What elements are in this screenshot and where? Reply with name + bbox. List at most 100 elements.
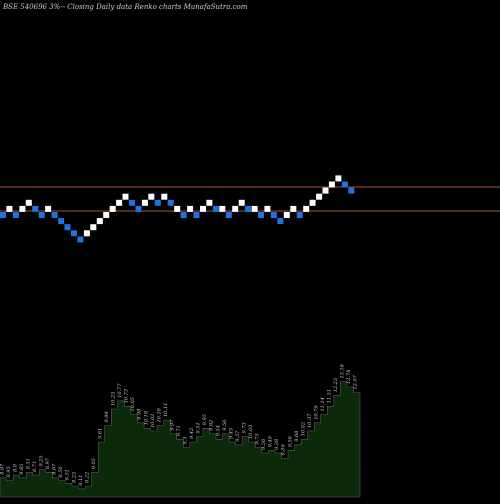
volume-label: 9.38 (274, 439, 280, 450)
renko-brick-up (109, 205, 116, 212)
renko-brick-down (270, 212, 277, 218)
renko-brick-down (225, 212, 232, 218)
volume-label: 10.03 (248, 425, 254, 439)
renko-brick-down (58, 218, 65, 225)
renko-brick-up (232, 205, 239, 212)
renko-brick-up (96, 218, 103, 225)
renko-brick-up (19, 205, 26, 212)
volume-label: 12.78 (346, 370, 352, 384)
volume-label: 10.79 (314, 405, 320, 420)
renko-brick-up (206, 199, 213, 206)
renko-brick-up (45, 205, 52, 212)
volume-label: 9.09 (281, 444, 287, 456)
renko-brick-up (200, 205, 206, 212)
volume-label: 9.54 (215, 425, 221, 436)
volume-label: 9.61 (98, 428, 104, 439)
renko-brick-up (322, 187, 329, 194)
volume-label: 9.37 (235, 430, 241, 442)
renko-brick-down (167, 199, 174, 206)
volume-label: 9.25 (39, 455, 45, 466)
renko-brick-down (212, 205, 219, 212)
volume-label: 10.25 (111, 392, 117, 406)
renko-brick-down (32, 205, 39, 212)
renko-brick-up (161, 193, 168, 200)
volume-label: 8.11 (78, 475, 84, 486)
renko-brick-up (83, 230, 90, 237)
renko-brick-down (38, 212, 45, 218)
renko-brick-down (348, 187, 355, 194)
volume-label: 8.85 (19, 464, 25, 475)
volume-label: 10.73 (124, 389, 130, 403)
volume-label: 9.56 (287, 435, 293, 447)
renko-brick-down (12, 212, 19, 218)
renko-brick-up (148, 193, 155, 200)
volume-label: 9.51 (196, 422, 202, 433)
volume-label: 13.18 (340, 364, 346, 378)
volume-label: 8.67 (52, 463, 58, 475)
renko-brick-up (316, 193, 323, 200)
renko-brick-down (51, 212, 58, 218)
volume-label: 9.56 (222, 419, 228, 431)
volume-label: 10.05 (130, 397, 136, 411)
renko-brick-up (283, 212, 290, 218)
renko-brick-up (238, 199, 245, 206)
renko-brick-up (122, 193, 129, 200)
volume-label: 9.68 (294, 431, 300, 442)
volume-label: 8.51 (26, 458, 32, 469)
renko-brick-up (219, 205, 226, 212)
volume-label: 10.02 (150, 414, 156, 428)
volume-label: 9.05 (91, 458, 97, 469)
renko-brick-up (303, 205, 310, 212)
volume-label: 10.37 (307, 413, 313, 428)
volume-label: 8.56 (58, 466, 64, 478)
renko-brick-down (193, 212, 200, 218)
volume-label: 8.95 (6, 466, 12, 477)
volume-label: 9.42 (189, 428, 195, 439)
renko-brick-down (154, 199, 161, 206)
renko-brick-down (245, 205, 252, 212)
volume-label: 8.8 (12, 464, 18, 472)
renko-brick-up (6, 205, 13, 212)
chart-title: BSE 540696 3%-- Closing Daily data Renko… (3, 3, 248, 11)
volume-label: 12.07 (353, 374, 359, 389)
renko-brick-up (187, 205, 194, 212)
renko-brick-down (71, 230, 77, 237)
volume-label: 8.51 (65, 469, 71, 480)
volume-label: 8.97 (0, 463, 5, 475)
volume-label: 9.95 (202, 414, 208, 425)
volume-label: 9.45 (228, 428, 234, 439)
renko-brick-up (141, 199, 148, 206)
volume-label: 9.56 (261, 438, 267, 450)
renko-brick-up (90, 224, 97, 231)
renko-brick-down (129, 199, 135, 206)
renko-brick-up (251, 205, 258, 212)
volume-label: 11.51 (327, 389, 333, 403)
volume-label: 8.97 (45, 457, 51, 469)
renko-brick-down (258, 212, 264, 218)
renko-brick-down (0, 212, 6, 218)
renko-brick-up (174, 205, 181, 212)
renko-brick-up (335, 175, 342, 182)
volume-label: 8.22 (84, 472, 90, 483)
volume-label: 9.98 (104, 411, 110, 422)
renko-brick-up (328, 181, 335, 188)
volume-label: 9.71 (176, 425, 182, 436)
renko-brick-up (290, 205, 297, 212)
volume-label: 11.14 (320, 397, 326, 411)
renko-brick-down (296, 212, 303, 218)
renko-brick-up (264, 205, 271, 212)
volume-label: 9.98 (137, 409, 143, 420)
volume-label: 9.75 (255, 433, 261, 444)
volume-label: 10.11 (163, 403, 169, 417)
volume-label: 10.02 (300, 422, 306, 436)
renko-brick-up (116, 199, 123, 206)
volume-label: 8.71 (32, 461, 38, 472)
renko-brick-up (25, 199, 32, 206)
volume-label: 12.23 (333, 378, 339, 392)
volume-label: 9.5 (183, 437, 189, 445)
renko-brick-up (103, 212, 110, 218)
volume-label: 8.25 (71, 472, 77, 483)
renko-brick-down (180, 212, 187, 218)
